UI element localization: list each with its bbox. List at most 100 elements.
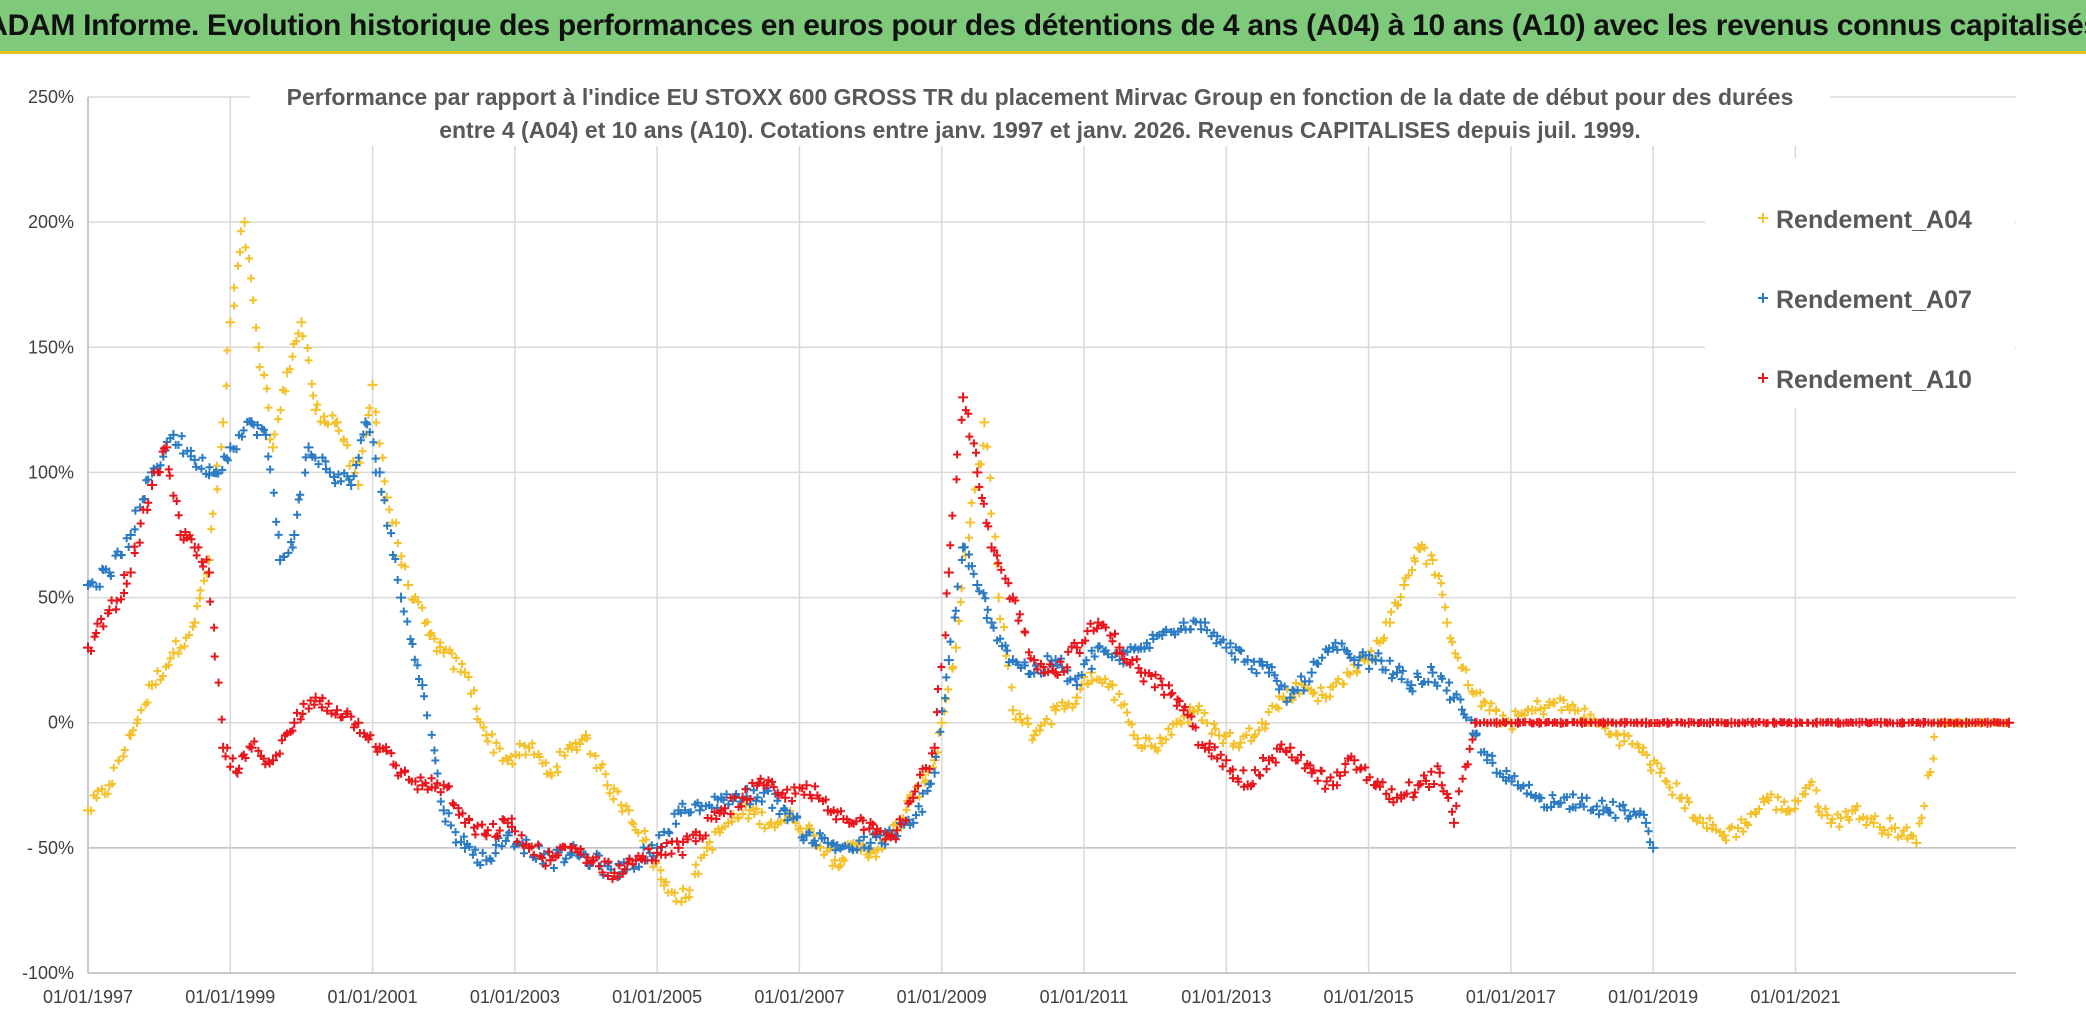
data-point [1021, 628, 1030, 637]
data-point [280, 552, 289, 561]
data-point [1744, 820, 1753, 829]
data-point [249, 296, 258, 305]
data-point [1103, 650, 1112, 659]
data-point [359, 430, 368, 439]
data-point [1791, 804, 1800, 813]
data-point [941, 694, 950, 703]
chart-legend: Rendement_A04 Rendement_A07 Rendement_A10 [1705, 158, 2015, 408]
data-point [527, 842, 536, 851]
data-point [1263, 667, 1274, 678]
data-point [444, 782, 453, 791]
data-point [1287, 753, 1296, 762]
data-point [324, 467, 335, 478]
data-point [1276, 744, 1285, 753]
data-point [1619, 805, 1630, 816]
data-point [1147, 672, 1156, 681]
data-point [876, 827, 885, 836]
data-point [592, 853, 601, 862]
data-point [179, 449, 188, 458]
data-point [609, 867, 620, 878]
data-point [1156, 674, 1165, 683]
data-point [144, 498, 153, 507]
data-point [234, 764, 243, 773]
data-point [957, 415, 966, 424]
data-point [776, 818, 785, 827]
data-point [430, 634, 439, 643]
data-point [1082, 656, 1091, 665]
data-point [276, 406, 285, 415]
data-point [181, 528, 190, 537]
data-point [1047, 720, 1056, 729]
data-point [1828, 815, 1837, 824]
data-point [1427, 551, 1436, 560]
data-point [1531, 706, 1540, 715]
data-point [1374, 649, 1383, 658]
data-point [432, 647, 441, 656]
data-point [1305, 677, 1314, 686]
data-point [1093, 642, 1104, 653]
data-point [423, 711, 432, 720]
data-point [1445, 678, 1454, 687]
data-point [144, 475, 153, 484]
data-point [403, 580, 414, 591]
data-point [619, 858, 628, 867]
data-point [960, 543, 969, 552]
data-point [323, 420, 332, 429]
data-point [418, 603, 427, 612]
data-point [912, 782, 921, 791]
data-point [1291, 678, 1300, 687]
data-point [1202, 626, 1211, 635]
data-point [1164, 681, 1173, 690]
data-point [561, 854, 570, 863]
data-point [1380, 633, 1388, 642]
data-point [1115, 689, 1124, 698]
data-point [1451, 649, 1460, 658]
data-point [1880, 825, 1889, 834]
data-point [223, 456, 232, 465]
data-point [1262, 765, 1271, 774]
data-point [916, 770, 925, 779]
data-point [198, 453, 207, 462]
data-point [347, 712, 356, 721]
data-point [524, 742, 535, 753]
data-point [1547, 803, 1556, 812]
data-point [416, 773, 425, 782]
data-point [205, 471, 214, 480]
data-point [1219, 635, 1228, 644]
data-point [1110, 695, 1119, 704]
data-point [744, 814, 753, 823]
data-point [1001, 641, 1010, 650]
data-point [1785, 807, 1794, 816]
data-point [397, 552, 406, 561]
data-point [721, 804, 730, 813]
data-point [655, 831, 664, 840]
data-point [613, 873, 622, 882]
data-point [431, 783, 440, 792]
data-point [218, 465, 227, 474]
data-point [449, 665, 458, 674]
data-point [1562, 793, 1571, 802]
x-tick-label: 01/01/2021 [1750, 987, 1840, 1007]
data-point [983, 605, 992, 614]
data-point [882, 829, 891, 838]
data-point [678, 799, 687, 808]
data-point [1157, 739, 1166, 748]
data-point [810, 836, 819, 845]
data-point [1077, 671, 1086, 680]
data-point [334, 426, 343, 435]
data-point [1382, 789, 1391, 798]
data-point [293, 510, 302, 519]
data-point [1355, 653, 1364, 662]
data-point [260, 425, 269, 434]
data-point [923, 786, 932, 795]
data-point [1751, 809, 1760, 818]
data-point [112, 605, 121, 614]
data-point [997, 565, 1006, 574]
data-point [613, 787, 622, 796]
data-point [701, 842, 712, 853]
data-point [1197, 716, 1206, 725]
data-point [147, 479, 158, 490]
data-point [912, 811, 921, 820]
data-point [629, 819, 638, 828]
data-point [1014, 616, 1023, 625]
